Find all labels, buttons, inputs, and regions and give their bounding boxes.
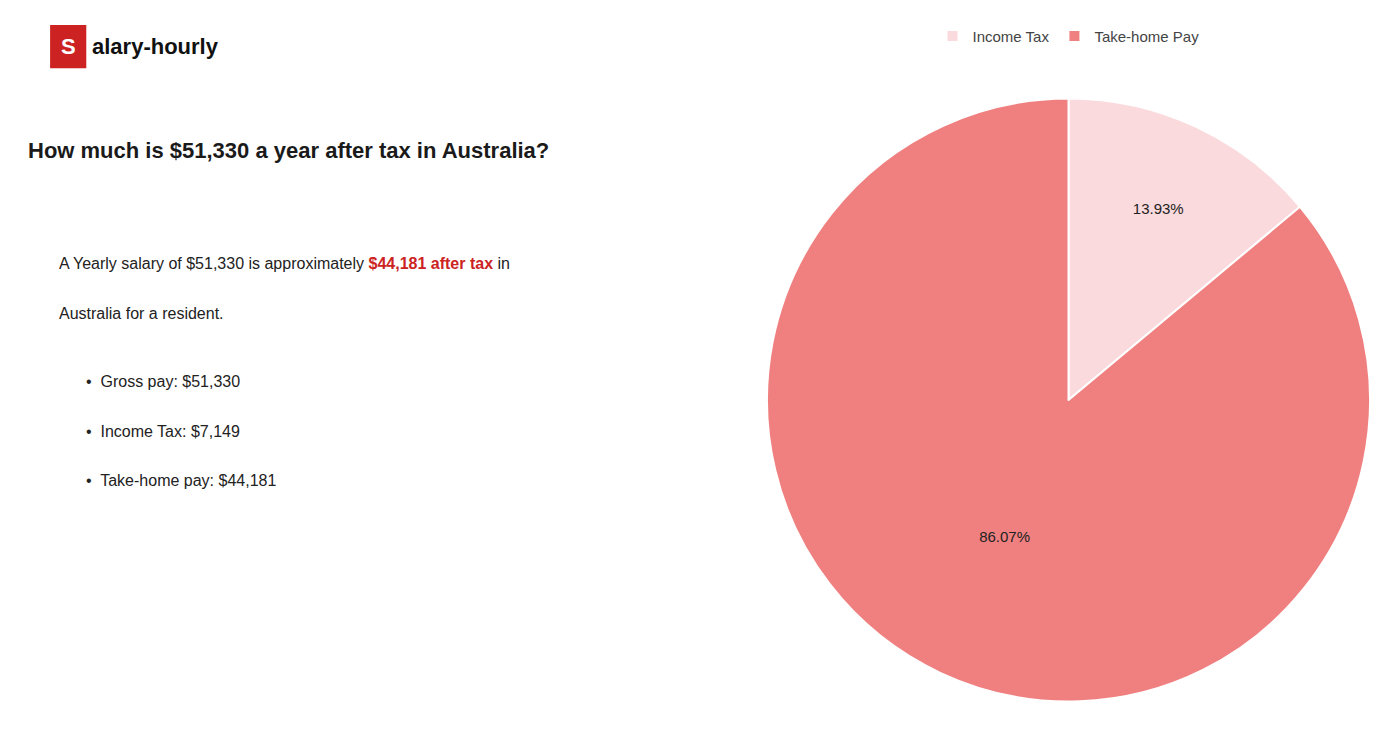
svg-text:13.93%: 13.93% xyxy=(1133,200,1184,217)
svg-text:86.07%: 86.07% xyxy=(979,528,1030,545)
svg-text:A Yearly salary of $51,330 is: A Yearly salary of $51,330 is approximat… xyxy=(59,255,510,272)
svg-text:• Take-home pay: $44,181: • Take-home pay: $44,181 xyxy=(86,472,276,489)
svg-text:How much is $51,330 a year aft: How much is $51,330 a year after tax in … xyxy=(28,138,549,163)
svg-text:Income Tax: Income Tax xyxy=(973,28,1050,45)
svg-text:• Income Tax: $7,149: • Income Tax: $7,149 xyxy=(86,423,240,440)
svg-text:• Gross pay: $51,330: • Gross pay: $51,330 xyxy=(86,373,240,390)
svg-text:Australia for a resident.: Australia for a resident. xyxy=(59,305,224,322)
svg-text:alary-hourly: alary-hourly xyxy=(92,34,219,59)
svg-text:Take-home Pay: Take-home Pay xyxy=(1094,28,1199,45)
svg-text:S: S xyxy=(61,34,76,59)
